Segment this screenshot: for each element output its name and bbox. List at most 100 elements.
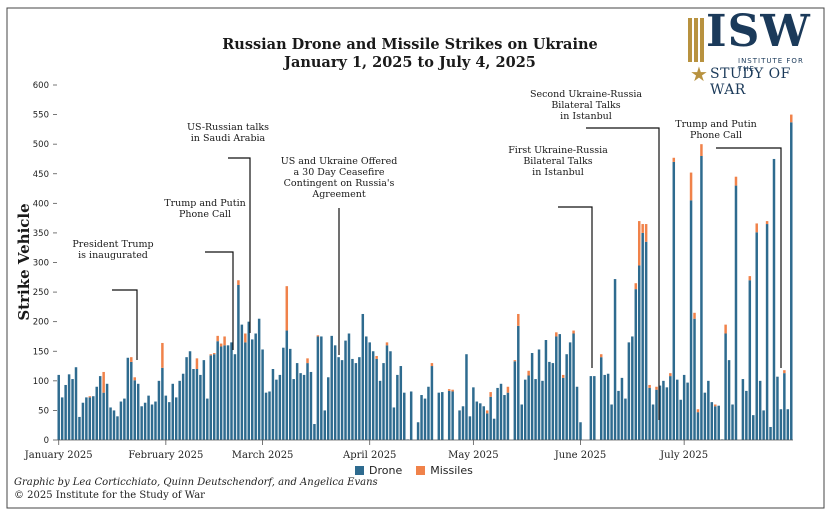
bar-drone bbox=[382, 363, 385, 440]
bar-drone bbox=[772, 158, 776, 441]
bar-drone bbox=[130, 361, 133, 440]
chart-border bbox=[6, 7, 825, 509]
annotation-text: Agreement bbox=[311, 189, 365, 200]
bar-drone bbox=[637, 265, 641, 440]
x-tick-label: January 2025 bbox=[24, 450, 93, 461]
legend-label-drone: Drone bbox=[369, 464, 403, 477]
bar-drone bbox=[226, 345, 230, 440]
bar-drone bbox=[116, 416, 119, 440]
bar-drone bbox=[648, 387, 651, 440]
logo-brand: ISW bbox=[706, 6, 811, 57]
bar-drone bbox=[696, 412, 700, 440]
bar-drone bbox=[212, 354, 216, 440]
bar-drone bbox=[351, 358, 354, 440]
bar-drone bbox=[102, 392, 105, 440]
bar-missiles bbox=[527, 370, 530, 376]
bar-drone bbox=[468, 416, 472, 440]
bar-drone bbox=[206, 398, 209, 440]
bar-drone bbox=[150, 404, 154, 440]
bar-drone bbox=[513, 361, 517, 440]
bar-drone bbox=[790, 122, 793, 441]
bar-drone bbox=[112, 410, 116, 440]
bar-drone bbox=[662, 380, 665, 440]
annotation-text: First Ukraine-Russia bbox=[508, 145, 608, 156]
bar-drone bbox=[534, 379, 537, 440]
x-tick-label: April 2025 bbox=[342, 450, 396, 461]
credit-copyright: © 2025 Institute for the Study of War bbox=[14, 490, 205, 501]
bar-drone bbox=[133, 380, 136, 440]
logo-name: STUDY OF WAR bbox=[710, 66, 791, 98]
bar-missiles bbox=[599, 354, 603, 358]
bar-drone bbox=[209, 355, 213, 440]
bar-drone bbox=[233, 354, 237, 440]
bar-drone bbox=[358, 357, 361, 440]
bar-missiles bbox=[489, 392, 492, 397]
bar-drone bbox=[741, 379, 745, 440]
y-tick-label: 150 bbox=[33, 347, 49, 357]
star-icon: ★ bbox=[690, 62, 708, 86]
credit-authors: Graphic by Lea Corticchiato, Quinn Deuts… bbox=[14, 477, 378, 488]
bar-drone bbox=[420, 395, 423, 440]
annotation-text: Trump and Putin bbox=[675, 119, 756, 130]
bar-drone bbox=[489, 396, 492, 440]
bar-drone bbox=[686, 382, 689, 440]
y-tick-label: 200 bbox=[33, 318, 49, 328]
bar-missiles bbox=[648, 384, 651, 388]
bar-drone bbox=[644, 241, 648, 440]
bar-drone bbox=[78, 416, 81, 440]
bar-drone bbox=[710, 402, 714, 440]
annotation-line bbox=[112, 289, 138, 360]
bar-drone bbox=[679, 399, 682, 440]
bar-drone bbox=[762, 410, 765, 440]
bar-drone bbox=[499, 383, 503, 440]
bar-drone bbox=[109, 407, 112, 440]
bar-drone bbox=[496, 387, 499, 440]
bar-drone bbox=[575, 386, 579, 440]
y-tick-label: 350 bbox=[33, 229, 49, 239]
bar-missiles bbox=[385, 342, 389, 346]
bar-drone bbox=[572, 333, 575, 440]
bar-drone bbox=[327, 377, 330, 440]
bar-drone bbox=[593, 376, 596, 440]
bar-drone bbox=[409, 391, 413, 440]
bar-drone bbox=[320, 336, 323, 440]
bar-drone bbox=[247, 321, 251, 440]
bar-drone bbox=[606, 373, 610, 440]
bar-drone bbox=[378, 380, 382, 440]
bar-drone bbox=[178, 380, 181, 440]
bar-drone bbox=[565, 354, 568, 440]
y-tick-label: 100 bbox=[33, 377, 49, 387]
bar-drone bbox=[769, 426, 772, 440]
y-tick-label: 250 bbox=[33, 288, 49, 298]
bar-drone bbox=[230, 342, 233, 440]
annotation-line bbox=[558, 206, 593, 368]
y-tick-label: 500 bbox=[33, 140, 49, 150]
bar-drone bbox=[441, 392, 444, 440]
bar-drone bbox=[254, 333, 257, 440]
bar-drone bbox=[192, 369, 195, 440]
bar-drone bbox=[613, 279, 617, 440]
bar-drone bbox=[375, 358, 378, 440]
bar-drone bbox=[309, 371, 313, 440]
bar-drone bbox=[337, 357, 340, 440]
bar-drone bbox=[520, 404, 523, 440]
annotation-text: Trump and Putin bbox=[164, 198, 245, 209]
bar-missiles bbox=[237, 280, 240, 285]
bar-drone bbox=[703, 392, 707, 440]
y-tick-label: 300 bbox=[33, 259, 49, 269]
bar-drone bbox=[323, 410, 327, 440]
bar-drone bbox=[537, 349, 541, 440]
bar-missiles bbox=[223, 336, 226, 346]
bar-drone bbox=[244, 342, 247, 440]
bar-missiles bbox=[485, 410, 489, 414]
bar-drone bbox=[693, 318, 696, 440]
bar-drone bbox=[634, 289, 638, 440]
bar-drone bbox=[731, 404, 734, 440]
bar-drone bbox=[199, 374, 202, 440]
bar-drone bbox=[548, 361, 551, 440]
bar-missiles bbox=[219, 343, 223, 347]
bar-drone bbox=[599, 357, 603, 440]
